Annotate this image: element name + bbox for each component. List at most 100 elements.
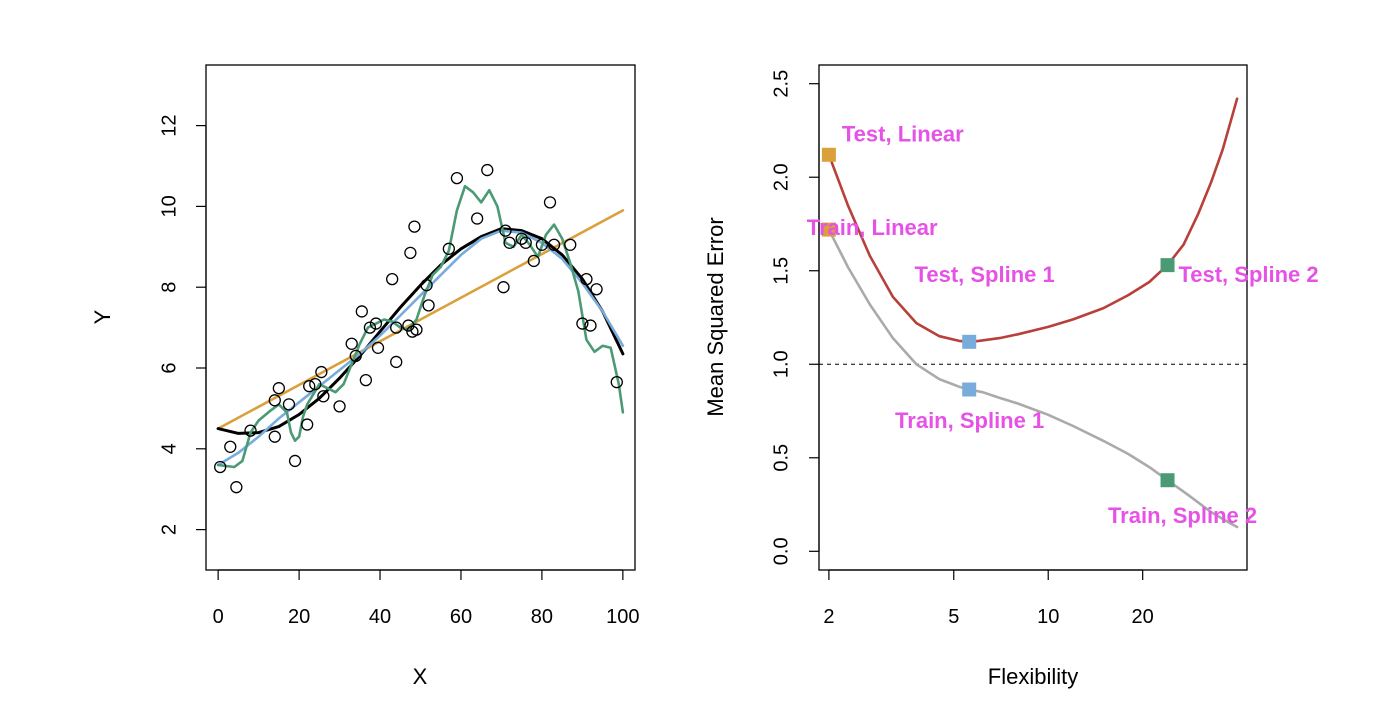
data-point — [442, 242, 455, 255]
left-y-tick-label: 12 — [158, 114, 180, 136]
left-x-axis: 0 20 40 60 80 100 — [213, 569, 640, 628]
data-point — [333, 400, 346, 413]
data-point — [244, 424, 257, 437]
test-error-curve — [827, 97, 1239, 344]
data-point — [315, 365, 328, 379]
right-y-tick-label: 2.5 — [770, 70, 792, 98]
left-y-axis: 2 4 6 8 10 12 — [158, 114, 207, 535]
square-marker — [821, 222, 836, 237]
data-point — [288, 454, 302, 468]
train-error-curve — [827, 228, 1239, 529]
data-point — [497, 281, 510, 294]
square-marker — [962, 382, 977, 397]
data-point — [309, 378, 322, 391]
data-point — [224, 440, 237, 453]
right-annotations: Test, Linear Train, Linear Test, Spline 1 T… — [807, 122, 1319, 529]
data-point — [610, 375, 623, 389]
left-x-tick-label: 100 — [606, 606, 639, 628]
left-x-tick-label: 20 — [288, 606, 310, 628]
data-point — [317, 390, 330, 403]
data-point — [527, 254, 540, 268]
left-plot-frame — [205, 64, 636, 571]
right-y-tick-label: 1.0 — [770, 350, 792, 378]
right-x-tick-label: 2 — [823, 606, 834, 628]
data-point — [576, 317, 589, 330]
left-y-tick-label: 6 — [158, 362, 180, 373]
data-point — [359, 373, 373, 387]
square-marker — [1160, 473, 1175, 488]
data-point — [272, 382, 285, 395]
right-x-tick-label: 5 — [948, 606, 959, 628]
right-x-tick-label: 10 — [1037, 606, 1059, 628]
data-point — [535, 238, 549, 251]
left-x-tick-label: 40 — [369, 606, 391, 628]
right-x-axis-label: Flexibility — [988, 664, 1078, 689]
wiggly-spline-line — [216, 184, 625, 469]
data-point — [499, 224, 512, 237]
right-y-axis: 0.0 0.5 1.0 1.5 2.0 2.5 — [770, 70, 820, 565]
data-point — [390, 321, 403, 334]
right-y-tick-label: 0.5 — [770, 444, 792, 472]
right-x-axis: 2 5 10 20 — [823, 569, 1154, 628]
data-point — [386, 272, 399, 286]
left-y-axis-label: Y — [90, 309, 115, 324]
left-scatter-panel: 0 20 40 60 80 100 2 4 6 8 10 12 X Y — [90, 64, 640, 689]
data-point — [390, 355, 403, 369]
data-point — [471, 212, 484, 225]
annotation-train-spline-2: Train, Spline 2 — [1108, 503, 1257, 528]
data-point — [410, 323, 423, 336]
data-point — [503, 236, 516, 249]
right-x-tick-label: 20 — [1132, 606, 1154, 628]
annotation-test-linear: Test, Linear — [842, 122, 964, 147]
right-series-lines — [827, 97, 1239, 529]
left-x-tick-label: 80 — [531, 606, 553, 628]
data-point — [420, 279, 433, 292]
data-point — [214, 460, 227, 474]
left-x-axis-label: X — [413, 664, 428, 689]
data-point — [349, 349, 362, 363]
annotation-test-spline-1: Test, Spline 1 — [915, 262, 1055, 287]
data-point — [404, 246, 417, 260]
data-point — [580, 272, 593, 286]
data-point — [268, 394, 281, 407]
data-point — [402, 319, 415, 332]
data-point — [590, 283, 603, 296]
data-point — [408, 220, 421, 233]
left-y-tick-label: 8 — [158, 282, 180, 293]
right-y-tick-label: 2.0 — [770, 163, 792, 191]
data-point — [282, 398, 296, 411]
data-point — [355, 305, 368, 318]
data-point — [369, 317, 383, 330]
data-point — [268, 430, 281, 443]
data-point — [564, 238, 577, 251]
annotation-train-spline-1: Train, Spline 1 — [895, 408, 1044, 433]
left-data-points — [214, 163, 623, 494]
left-y-tick-label: 4 — [158, 443, 180, 454]
data-point — [422, 299, 435, 312]
left-y-tick-label: 2 — [158, 524, 180, 535]
data-point — [481, 163, 494, 177]
left-y-tick-label: 10 — [158, 195, 180, 217]
square-marker — [1160, 258, 1175, 273]
data-point — [303, 380, 316, 393]
right-y-tick-label: 0.0 — [770, 537, 792, 565]
data-point — [584, 319, 597, 332]
right-y-tick-label: 1.5 — [770, 257, 792, 285]
smooth-spline-line — [216, 229, 625, 467]
data-point — [543, 196, 557, 209]
left-x-tick-label: 60 — [450, 606, 472, 628]
annotation-test-spline-2: Test, Spline 2 — [1178, 262, 1318, 287]
data-point — [547, 238, 561, 251]
square-marker — [962, 334, 977, 349]
data-point — [363, 321, 377, 334]
right-y-axis-label: Mean Squared Error — [703, 217, 728, 416]
data-point — [345, 337, 358, 350]
square-marker — [821, 147, 836, 162]
left-x-tick-label: 0 — [213, 606, 224, 628]
data-point — [301, 418, 314, 431]
right-mse-panel: 2 5 10 20 0.0 0.5 1.0 1.5 2.0 2.5 Test, Linear Tr… — [703, 64, 1319, 689]
data-point — [230, 481, 243, 494]
data-point — [371, 341, 385, 354]
right-markers — [821, 147, 1175, 488]
